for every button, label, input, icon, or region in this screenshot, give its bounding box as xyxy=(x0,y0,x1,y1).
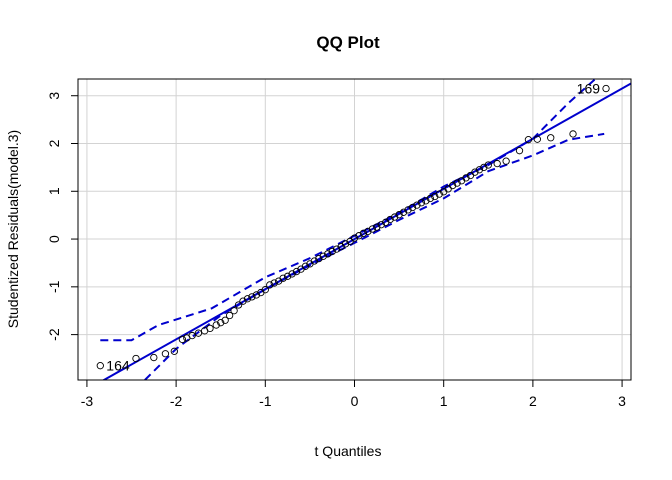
data-point xyxy=(324,250,332,258)
x-axis-label: t Quantiles xyxy=(315,443,382,459)
data-point xyxy=(493,159,501,168)
data-point xyxy=(279,274,287,282)
data-point xyxy=(395,211,403,219)
data-point xyxy=(292,267,301,276)
x-tick-label: 1 xyxy=(440,393,448,409)
data-point xyxy=(350,234,359,242)
y-tick-label: 2 xyxy=(46,139,62,147)
data-point xyxy=(364,227,372,236)
data-point xyxy=(471,168,479,176)
data-point xyxy=(515,147,524,155)
data-point xyxy=(453,179,461,187)
data-point xyxy=(533,135,541,143)
data-point xyxy=(239,297,247,305)
data-point xyxy=(547,134,555,142)
data-point xyxy=(404,206,412,214)
chart-title: QQ Plot xyxy=(316,33,380,52)
data-point xyxy=(132,354,140,363)
data-point xyxy=(150,353,158,362)
data-point xyxy=(310,257,319,265)
point-label: 169 xyxy=(577,81,601,97)
data-point xyxy=(266,281,274,289)
data-point xyxy=(252,291,261,299)
x-tick-label: 0 xyxy=(351,393,359,409)
data-point xyxy=(524,136,533,144)
data-point xyxy=(261,286,269,294)
data-point xyxy=(248,293,256,301)
data-point xyxy=(212,321,220,329)
data-point xyxy=(355,232,363,240)
x-tick-label: -1 xyxy=(259,393,272,409)
data-point xyxy=(475,166,484,174)
data-point xyxy=(319,252,327,260)
data-point xyxy=(217,319,225,327)
data-point xyxy=(161,350,170,358)
data-point xyxy=(230,307,238,315)
data-point xyxy=(288,270,296,278)
data-point xyxy=(569,130,577,138)
data-point xyxy=(178,335,187,344)
confidence-envelope-lower xyxy=(144,132,605,380)
y-tick-label: -2 xyxy=(46,328,62,341)
data-point xyxy=(188,331,196,340)
plot-frame xyxy=(77,78,632,381)
x-tick-label: -2 xyxy=(170,393,183,409)
y-axis-label: Studentized Residuals(model.3) xyxy=(5,130,21,328)
point-label: 164 xyxy=(106,358,130,374)
data-point xyxy=(315,254,323,263)
y-tick-label: -1 xyxy=(46,280,62,293)
x-tick-label: -3 xyxy=(81,393,94,409)
data-point xyxy=(480,163,488,172)
data-point xyxy=(221,316,229,324)
data-point xyxy=(399,208,408,216)
data-point xyxy=(413,201,421,209)
y-tick-label: 1 xyxy=(46,187,62,195)
data-point xyxy=(301,262,310,270)
data-point xyxy=(373,223,381,231)
data-point xyxy=(96,362,104,370)
y-tick-label: 0 xyxy=(46,235,62,243)
data-point xyxy=(359,229,368,237)
data-point xyxy=(194,329,203,337)
grid-lines xyxy=(78,79,631,380)
data-point xyxy=(408,203,417,212)
x-tick-label: 3 xyxy=(618,393,626,409)
data-point xyxy=(243,295,252,303)
plot-clipped-group xyxy=(100,79,631,380)
confidence-envelope-upper xyxy=(100,79,596,342)
data-point xyxy=(431,192,439,201)
y-tick-label: 3 xyxy=(46,92,62,100)
data-point xyxy=(602,84,610,93)
data-point xyxy=(341,240,350,248)
data-point xyxy=(386,215,394,224)
data-point xyxy=(270,279,278,287)
data-point xyxy=(368,225,376,233)
data-point xyxy=(328,247,336,256)
data-point xyxy=(377,221,385,229)
data-point xyxy=(484,161,492,169)
data-point xyxy=(283,272,292,280)
data-point xyxy=(333,245,341,253)
axis-ticks: -3 -2 -1 0 1 2 3 -2 -1 0 1 2 3 xyxy=(46,92,626,409)
data-point xyxy=(426,194,434,203)
data-point xyxy=(502,157,510,165)
data-point xyxy=(234,301,243,309)
data-point xyxy=(170,347,178,355)
plot-area: 169 164 xyxy=(96,79,631,380)
data-point xyxy=(462,174,470,182)
data-point xyxy=(435,190,443,198)
data-point xyxy=(225,311,234,320)
data-point xyxy=(417,199,426,207)
data-point xyxy=(448,181,457,190)
data-point xyxy=(422,197,430,205)
x-tick-label: 2 xyxy=(529,393,537,409)
reference-line xyxy=(101,82,631,380)
data-point xyxy=(206,324,214,333)
data-point xyxy=(390,213,399,221)
